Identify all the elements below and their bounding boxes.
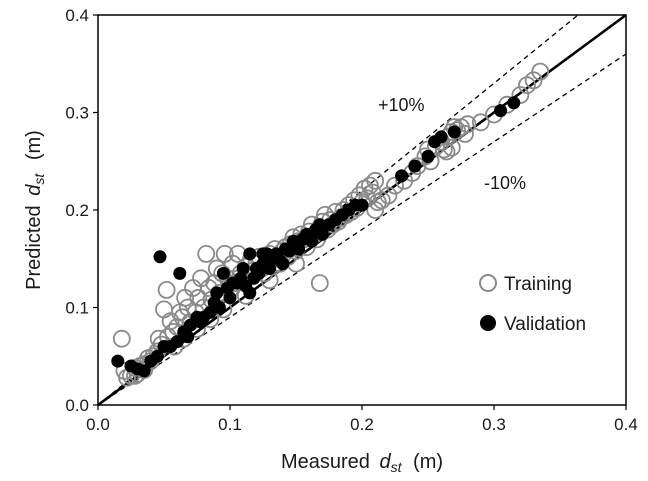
- legend-training-marker: [479, 274, 497, 292]
- training-point: [386, 176, 404, 195]
- data-points: [111, 62, 550, 387]
- training-point: [531, 62, 550, 81]
- validation-point: [276, 257, 290, 271]
- x-axis-symbol: d: [379, 451, 391, 473]
- training-point: [471, 113, 490, 132]
- training-point: [184, 279, 202, 297]
- training-point: [112, 329, 131, 348]
- x-axis-title: Measured dst (m): [281, 451, 443, 475]
- plus-ten-percent-label: +10%: [378, 95, 425, 115]
- x-tick-label: 0.3: [482, 415, 506, 434]
- training-point: [197, 244, 216, 263]
- validation-point: [494, 104, 508, 118]
- y-axis-unit: (m): [23, 130, 45, 160]
- validation-point: [212, 301, 226, 314]
- training-point: [213, 264, 232, 283]
- training-point: [366, 171, 385, 190]
- legend-training-label: Training: [504, 274, 572, 295]
- validation-point: [111, 354, 125, 368]
- validation-point: [210, 286, 224, 300]
- y-axis-subscript: st: [31, 173, 47, 185]
- validation-point: [223, 291, 237, 305]
- legend: Training Validation: [479, 274, 586, 335]
- validation-point: [507, 96, 521, 110]
- training-point: [458, 115, 477, 134]
- x-tick-label: 0.4: [614, 415, 638, 434]
- x-axis-subscript: st: [391, 459, 403, 475]
- y-tick-label: 0.0: [65, 396, 89, 415]
- validation-point: [313, 218, 327, 232]
- validation-point: [173, 266, 187, 280]
- x-tick-label: 0.2: [350, 415, 374, 434]
- validation-point: [137, 364, 151, 378]
- y-axis-label: Predicted: [23, 205, 45, 290]
- training-point: [155, 300, 173, 319]
- y-axis-title: Predicted dst (m): [23, 130, 47, 290]
- y-axis-symbol: d: [23, 184, 45, 196]
- minus-ten-percent-label: -10%: [484, 173, 526, 193]
- y-tick-label: 0.1: [65, 299, 89, 318]
- validation-point: [315, 227, 329, 241]
- validation-point: [243, 286, 257, 300]
- x-axis-label: Measured: [281, 451, 370, 473]
- training-point: [310, 274, 329, 293]
- validation-point: [434, 130, 448, 144]
- training-point: [379, 186, 398, 205]
- x-axis-unit: (m): [413, 451, 443, 473]
- training-point: [189, 288, 208, 307]
- training-point: [437, 142, 456, 161]
- x-tick-label: 0.0: [86, 415, 110, 434]
- validation-point: [216, 266, 230, 280]
- validation-point: [181, 330, 195, 344]
- validation-point: [395, 169, 409, 183]
- axis-ticks: 0.0 0.1 0.2 0.3 0.4 0.0 0.1 0.2 0.3 0.4: [65, 6, 637, 434]
- training-point: [511, 86, 530, 104]
- validation-point: [150, 349, 164, 363]
- validation-point: [421, 149, 435, 163]
- training-point: [442, 138, 461, 157]
- minus-ten-percent-line: [97, 53, 627, 406]
- y-tick-label: 0.2: [65, 201, 89, 220]
- validation-point: [153, 250, 167, 264]
- validation-point: [236, 262, 250, 275]
- validation-point: [408, 159, 422, 173]
- training-point: [157, 280, 176, 299]
- validation-point: [170, 335, 184, 349]
- validation-point: [355, 198, 369, 212]
- validation-point: [252, 266, 266, 280]
- validation-point: [243, 247, 257, 261]
- y-tick-label: 0.3: [65, 104, 89, 123]
- training-point: [366, 201, 385, 219]
- legend-validation-marker: [480, 315, 496, 331]
- validation-point: [447, 125, 461, 139]
- legend-validation-label: Validation: [504, 314, 586, 335]
- validation-point: [305, 234, 319, 248]
- x-tick-label: 0.1: [218, 415, 242, 434]
- y-tick-label: 0.4: [65, 6, 89, 25]
- validation-point: [256, 247, 270, 261]
